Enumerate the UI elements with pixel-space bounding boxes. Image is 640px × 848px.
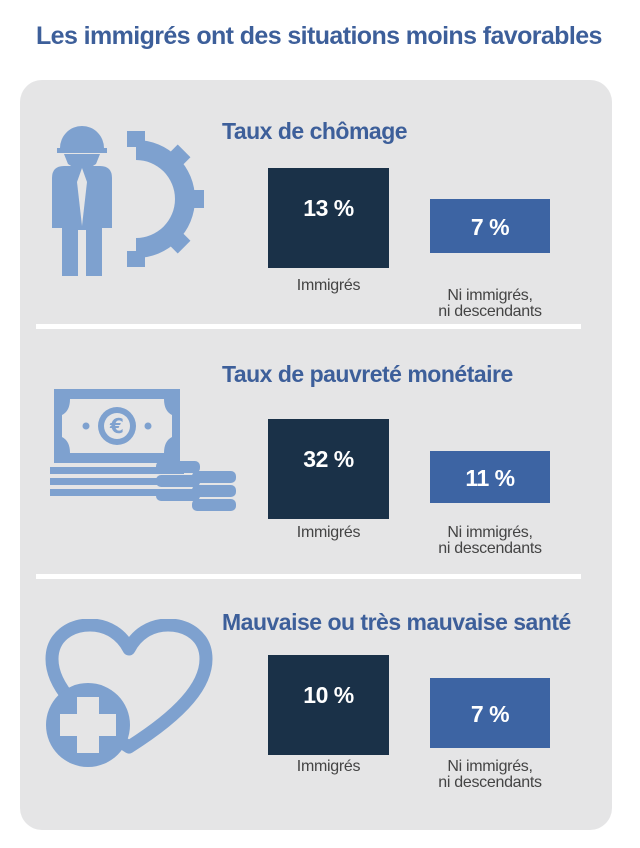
category-label-line: Ni immigrés, — [447, 287, 533, 304]
category-label-line: ni descendants — [438, 303, 542, 320]
section-divider — [36, 574, 581, 579]
category-label-line: Immigrés — [296, 524, 361, 541]
bar-value-immigres: 13 % — [303, 195, 354, 221]
svg-text:€: € — [109, 414, 124, 438]
category-label-immigres: Immigrés — [268, 278, 389, 294]
bar-value-non-immigres: 7 % — [470, 701, 510, 727]
poverty-section: Taux de pauvreté monétaire € 32 % 11 % I… — [0, 361, 640, 591]
category-label-line: Ni immigrés, — [447, 758, 533, 775]
bar-immigres: 10 % — [268, 655, 389, 755]
health-title: Mauvaise ou très mauvaise santé — [222, 609, 571, 635]
bar-immigres: 13 % — [268, 168, 389, 268]
heart-medical-cross-icon — [45, 619, 213, 767]
unemployment-title: Taux de chômage — [222, 118, 408, 144]
section-divider — [36, 324, 581, 329]
poverty-title: Taux de pauvreté monétaire — [222, 361, 513, 387]
category-label-non-immigres: Ni immigrés, ni descendants — [420, 759, 560, 791]
category-label-line: Immigrés — [296, 758, 361, 775]
health-section: Mauvaise ou très mauvaise santé 10 % 7 %… — [0, 609, 640, 839]
category-label-line: Ni immigrés, — [447, 524, 533, 541]
page-title: Les immigrés ont des situations moins fa… — [36, 22, 602, 50]
bar-value-non-immigres: 11 % — [465, 465, 515, 491]
bar-non-immigres: 7 % — [430, 678, 550, 748]
category-label-non-immigres: Ni immigrés, ni descendants — [420, 288, 560, 320]
category-label-immigres: Immigrés — [268, 759, 389, 775]
category-label-immigres: Immigrés — [268, 525, 389, 541]
bar-value-immigres: 32 % — [303, 446, 354, 472]
category-label-line: ni descendants — [438, 540, 542, 557]
bar-value-non-immigres: 7 % — [470, 214, 510, 240]
unemployment-section: Taux de chômage 13 % 7 % Immigrés Ni imm… — [0, 118, 640, 348]
bar-value-immigres: 10 % — [303, 682, 354, 708]
bar-immigres: 32 % — [268, 419, 389, 519]
worker-gear-icon — [52, 126, 204, 276]
bar-non-immigres: 11 % — [430, 451, 550, 503]
category-label-line: Immigrés — [296, 277, 361, 294]
category-label-line: ni descendants — [438, 774, 542, 791]
category-label-non-immigres: Ni immigrés, ni descendants — [420, 525, 560, 557]
euro-banknote-coins-icon: € — [50, 389, 236, 511]
bar-non-immigres: 7 % — [430, 199, 550, 253]
